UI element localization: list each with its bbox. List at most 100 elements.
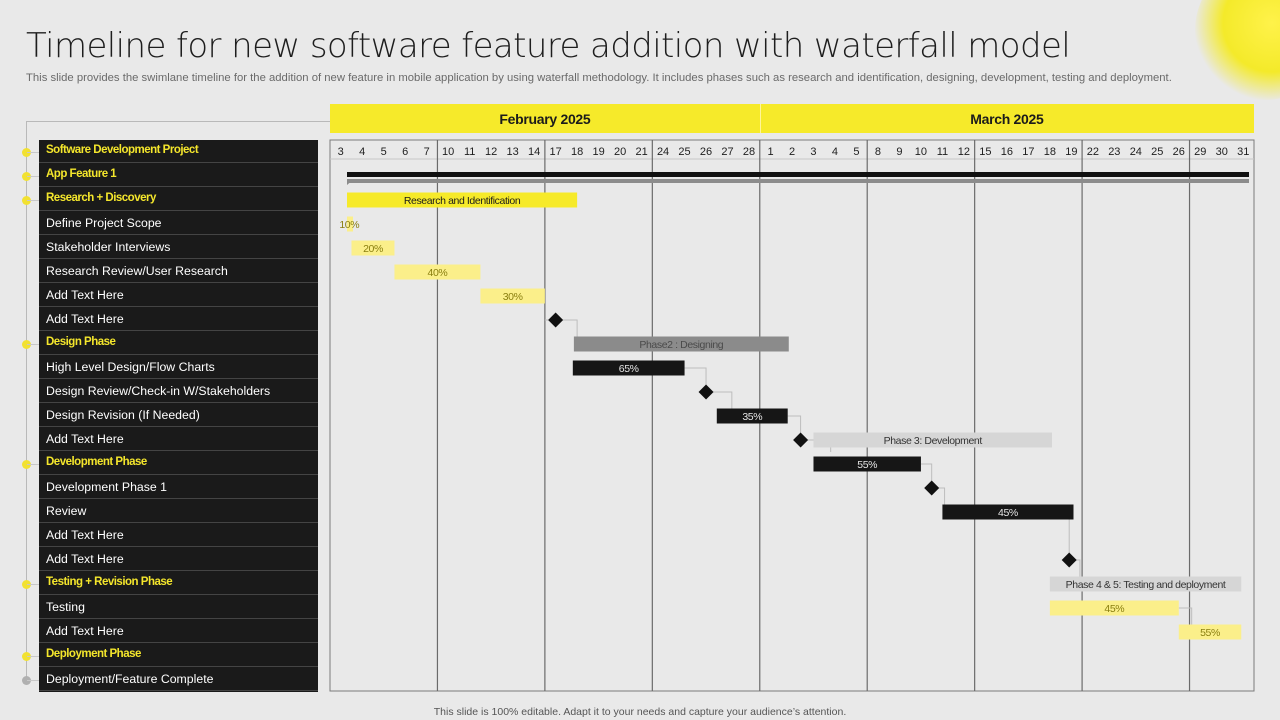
- gantt-bar: [573, 336, 789, 352]
- day-tick-label: 5: [381, 146, 387, 158]
- task-row: Design Phase: [39, 332, 318, 355]
- gantt-bar-label: Research and Identification: [404, 195, 521, 207]
- day-tick-label: 23: [1108, 146, 1120, 158]
- phase-connector: [27, 200, 39, 201]
- day-tick-label: 14: [528, 146, 540, 158]
- gantt-bar: [480, 288, 545, 304]
- day-tick-label: 28: [743, 146, 755, 158]
- day-tick-label: 8: [875, 146, 881, 158]
- task-row: Add Text Here: [39, 428, 318, 451]
- day-tick-label: 21: [635, 146, 647, 158]
- day-tick-label: 29: [1194, 146, 1206, 158]
- footer-note: This slide is 100% editable. Adapt it to…: [433, 706, 847, 718]
- phase-connector: [27, 176, 39, 177]
- task-row: Add Text Here: [39, 284, 318, 307]
- task-label: Define Project Scope: [46, 216, 162, 230]
- gantt-bar: [1049, 576, 1242, 592]
- gantt-bar-label: 35%: [742, 411, 762, 423]
- gantt-bar-label: 55%: [857, 459, 877, 471]
- task-row: Research Review/User Research: [39, 260, 318, 283]
- phase-dot: [22, 460, 31, 469]
- summary-bar-secondary: [347, 179, 1249, 183]
- gantt-bar: [394, 264, 481, 280]
- gantt-bar: [351, 240, 395, 256]
- phase-connector: [27, 152, 39, 153]
- day-tick-label: 18: [1044, 146, 1056, 158]
- task-row: Add Text Here: [39, 524, 318, 547]
- gantt-bar-label: 55%: [1200, 627, 1220, 639]
- day-tick-label: 17: [1022, 146, 1034, 158]
- timeline-spine: [26, 121, 27, 684]
- day-tick-label: 24: [657, 146, 669, 158]
- task-label: Add Text Here: [46, 288, 124, 302]
- day-tick-label: 1: [767, 146, 773, 158]
- day-tick-label: 9: [896, 146, 902, 158]
- task-label: Stakeholder Interviews: [46, 240, 171, 254]
- dependency-connector: [1178, 607, 1193, 632]
- phase-connector: [27, 680, 39, 681]
- task-row: Design Revision (If Needed): [39, 404, 318, 427]
- task-list: Software Development Project App Feature …: [39, 140, 318, 692]
- summary-bar: [347, 172, 1249, 177]
- gantt-bar-label: Phase 4 & 5: Testing and deployment: [1066, 579, 1226, 591]
- task-label: Design Phase: [46, 336, 116, 348]
- task-label: Development Phase: [46, 456, 147, 468]
- task-label: Software Development Project: [46, 144, 199, 156]
- task-row: Development Phase: [39, 452, 318, 475]
- day-tick-label: 27: [721, 146, 733, 158]
- day-tick-label: 19: [1065, 146, 1077, 158]
- task-row: Review: [39, 500, 318, 523]
- milestone-diamond: [698, 384, 714, 400]
- gantt-bar: [813, 456, 921, 472]
- gantt-bar-label: 10%: [339, 219, 359, 231]
- task-label: Design Review/Check-in W/Stakeholders: [46, 384, 271, 398]
- task-row: Development Phase 1: [39, 476, 318, 499]
- timeline-spine-top: [26, 121, 330, 122]
- day-tick-label: 4: [832, 146, 838, 158]
- task-label: App Feature 1: [46, 168, 117, 180]
- phase-connector: [27, 584, 39, 585]
- day-tick-label: 11: [937, 146, 948, 158]
- grid-frame: [329, 139, 1255, 692]
- phase-dot: [22, 580, 31, 589]
- day-tick-label: 22: [1087, 146, 1099, 158]
- task-label: Research + Discovery: [46, 192, 156, 204]
- gantt-bar-label: 45%: [1104, 603, 1124, 615]
- task-label: Review: [46, 504, 87, 518]
- task-label: Add Text Here: [46, 528, 124, 542]
- summary-bar-tip: [347, 179, 354, 185]
- gantt-bar: [942, 504, 1074, 520]
- day-tick-label: 25: [1151, 146, 1163, 158]
- day-tick-label: 18: [571, 146, 583, 158]
- task-label: Development Phase 1: [46, 480, 167, 494]
- dependency-connector: [684, 367, 707, 392]
- day-tick-label: 20: [614, 146, 626, 158]
- phase-dot: [22, 148, 31, 157]
- month-label: March 2025: [759, 104, 1254, 133]
- task-row: Software Development Project: [39, 140, 318, 163]
- dependency-connector: [1069, 559, 1081, 584]
- day-tick-label: 3: [338, 146, 344, 158]
- day-tick-label: 7: [424, 146, 430, 158]
- phase-dot: [22, 196, 31, 205]
- dependency-connector: [787, 415, 802, 440]
- dependency-connector: [931, 487, 946, 512]
- dependency-connector: [1068, 511, 1074, 560]
- gantt-bar-label: 20%: [363, 243, 383, 255]
- milestone-diamond: [924, 480, 940, 496]
- decorative-circle: [1195, 0, 1280, 100]
- day-tick-label: 12: [485, 146, 497, 158]
- task-row: Deployment/Feature Complete: [39, 668, 318, 691]
- day-tick-label: 30: [1216, 146, 1228, 158]
- task-row: Testing: [39, 596, 318, 619]
- day-tick-label: 19: [592, 146, 604, 158]
- task-row: Testing + Revision Phase: [39, 572, 318, 595]
- gantt-bar-label: 65%: [619, 363, 639, 375]
- gantt-bar: [1178, 624, 1242, 640]
- day-tick-label: 11: [464, 146, 475, 158]
- gantt-bar-label: 40%: [428, 267, 448, 279]
- phase-connector: [27, 656, 39, 657]
- day-tick-label: 10: [915, 146, 927, 158]
- milestone-diamond: [1061, 552, 1077, 568]
- day-tick-label: 16: [1001, 146, 1013, 158]
